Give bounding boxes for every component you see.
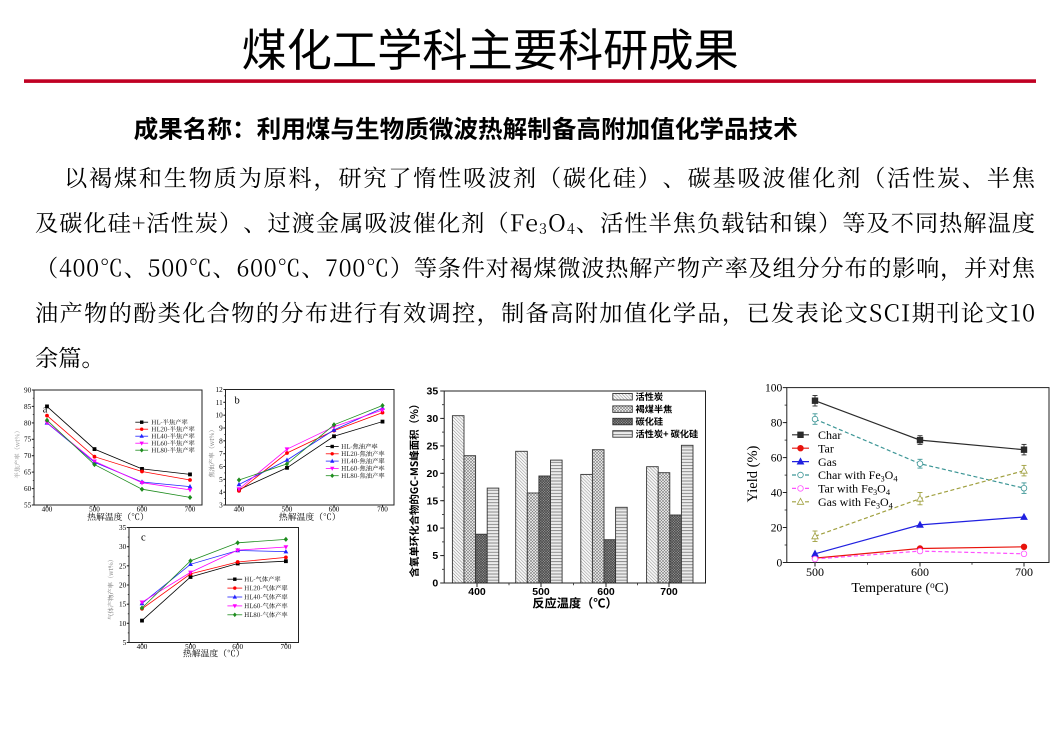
svg-text:6: 6 bbox=[219, 463, 223, 471]
svg-text:500: 500 bbox=[89, 506, 100, 514]
svg-text:60: 60 bbox=[771, 453, 783, 465]
svg-text:80: 80 bbox=[771, 418, 783, 430]
svg-text:600: 600 bbox=[597, 586, 615, 598]
svg-text:4: 4 bbox=[219, 489, 223, 497]
svg-text:3: 3 bbox=[219, 501, 223, 509]
svg-text:11: 11 bbox=[216, 399, 223, 407]
svg-text:8: 8 bbox=[219, 437, 223, 445]
svg-text:400: 400 bbox=[42, 506, 53, 514]
svg-text:700: 700 bbox=[281, 643, 292, 651]
svg-text:600: 600 bbox=[137, 506, 148, 514]
svg-text:500: 500 bbox=[282, 506, 293, 514]
svg-text:0: 0 bbox=[432, 578, 438, 590]
svg-text:60: 60 bbox=[24, 485, 32, 493]
svg-text:25: 25 bbox=[427, 440, 439, 452]
svg-text:10: 10 bbox=[216, 412, 224, 420]
svg-text:5: 5 bbox=[123, 639, 127, 647]
svg-text:700: 700 bbox=[185, 506, 196, 514]
svg-text:15: 15 bbox=[427, 495, 439, 507]
svg-text:Temperature (oC): Temperature (oC) bbox=[851, 580, 949, 596]
svg-text:7: 7 bbox=[219, 450, 223, 458]
svg-text:700: 700 bbox=[1015, 565, 1033, 579]
svg-text:600: 600 bbox=[232, 643, 243, 651]
svg-text:500: 500 bbox=[185, 643, 196, 651]
svg-text:30: 30 bbox=[119, 543, 127, 551]
svg-text:Tar: Tar bbox=[818, 441, 834, 455]
svg-text:700: 700 bbox=[377, 506, 388, 514]
svg-text:Tar with Fe3O4: Tar with Fe3O4 bbox=[818, 482, 891, 498]
svg-text:35: 35 bbox=[119, 524, 127, 532]
svg-text:5: 5 bbox=[219, 476, 223, 484]
svg-text:20: 20 bbox=[427, 468, 439, 480]
svg-text:500: 500 bbox=[532, 586, 550, 598]
svg-text:600: 600 bbox=[911, 565, 929, 579]
svg-text:500: 500 bbox=[806, 565, 824, 579]
svg-text:80: 80 bbox=[24, 419, 32, 427]
svg-text:90: 90 bbox=[24, 386, 32, 394]
svg-text:400: 400 bbox=[234, 506, 245, 514]
svg-text:700: 700 bbox=[660, 586, 678, 598]
svg-text:20: 20 bbox=[119, 581, 127, 589]
svg-text:c: c bbox=[141, 533, 146, 544]
svg-text:55: 55 bbox=[24, 501, 32, 509]
svg-text:100: 100 bbox=[765, 383, 783, 395]
svg-text:Char with Fe3O4: Char with Fe3O4 bbox=[818, 468, 898, 484]
svg-text:20: 20 bbox=[771, 522, 783, 534]
svg-text:12: 12 bbox=[216, 386, 224, 394]
svg-text:Yield (%): Yield (%) bbox=[745, 445, 761, 502]
svg-text:75: 75 bbox=[24, 436, 32, 444]
svg-text:85: 85 bbox=[24, 403, 32, 411]
svg-text:10: 10 bbox=[119, 620, 127, 628]
svg-text:10: 10 bbox=[427, 523, 439, 535]
svg-text:9: 9 bbox=[219, 424, 223, 432]
svg-text:35: 35 bbox=[427, 386, 439, 398]
svg-text:5: 5 bbox=[432, 550, 438, 562]
svg-text:b: b bbox=[235, 396, 240, 407]
svg-text:Gas with Fe3O4: Gas with Fe3O4 bbox=[818, 495, 894, 511]
svg-text:15: 15 bbox=[119, 601, 127, 609]
svg-text:Gas: Gas bbox=[818, 455, 837, 469]
svg-text:600: 600 bbox=[329, 506, 340, 514]
svg-text:400: 400 bbox=[137, 643, 148, 651]
svg-text:Char: Char bbox=[818, 428, 841, 442]
svg-text:65: 65 bbox=[24, 469, 32, 477]
svg-text:400: 400 bbox=[468, 586, 486, 598]
svg-text:0: 0 bbox=[777, 557, 783, 569]
svg-text:a: a bbox=[43, 405, 48, 416]
svg-text:30: 30 bbox=[427, 413, 439, 425]
svg-text:40: 40 bbox=[771, 488, 783, 500]
svg-text:70: 70 bbox=[24, 452, 32, 460]
svg-text:25: 25 bbox=[119, 562, 127, 570]
